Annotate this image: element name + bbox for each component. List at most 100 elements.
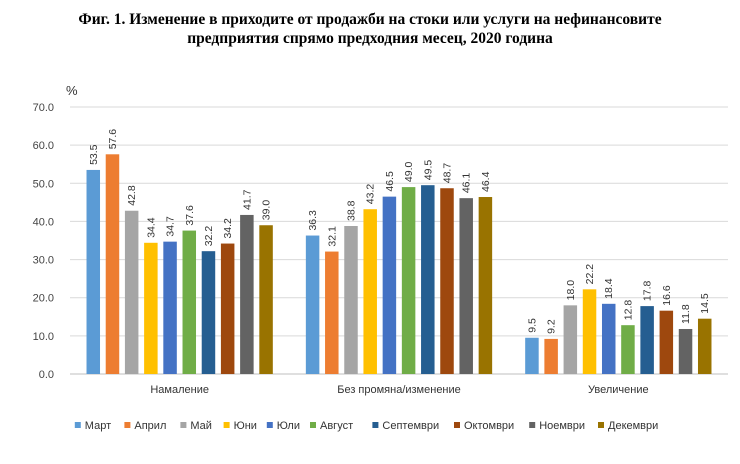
bar	[697, 318, 712, 374]
data-label: 39.0	[261, 200, 273, 221]
bar	[582, 289, 597, 374]
bar	[305, 235, 320, 374]
legend-label: Септември	[382, 420, 439, 432]
data-label: 53.5	[88, 144, 100, 165]
bar	[525, 337, 539, 374]
data-label: 42.8	[126, 185, 138, 206]
legend-label: Октомври	[464, 420, 514, 432]
bar	[124, 210, 139, 374]
data-label: 37.6	[184, 205, 196, 226]
bar	[421, 185, 435, 374]
legend-swatch	[223, 422, 230, 428]
x-category-label: Без промяна/изменение	[337, 384, 461, 396]
data-label: 49.0	[403, 162, 415, 183]
bar	[621, 325, 635, 374]
bar	[344, 226, 358, 374]
data-label: 14.5	[699, 293, 711, 314]
legend-label: Декември	[608, 420, 658, 432]
data-label: 34.7	[165, 216, 177, 237]
bar	[259, 225, 273, 374]
y-tick-label: 10.0	[33, 331, 54, 343]
data-label: 57.6	[107, 129, 119, 150]
data-labels: 53.5 57.6 42.8 34.4 34.7 37.6 32.2 34.2 41.7 39.0…	[88, 129, 711, 334]
data-label: 9.5	[526, 318, 538, 333]
bar	[459, 198, 473, 374]
y-tick-label: 0.0	[39, 369, 54, 381]
data-label: 34.4	[145, 217, 157, 238]
legend-swatch	[310, 422, 316, 428]
bar	[601, 303, 616, 374]
data-label: 46.1	[461, 173, 473, 194]
legend-label: Май	[190, 420, 212, 432]
data-label: 38.8	[346, 200, 358, 221]
data-label: 18.4	[603, 278, 615, 299]
bars	[86, 154, 712, 374]
data-label: 46.4	[480, 171, 492, 192]
bar	[105, 154, 120, 374]
bar	[382, 196, 397, 374]
legend-label: Юли	[277, 420, 300, 432]
y-tick-label: 40.0	[33, 216, 54, 228]
data-label: 46.5	[384, 171, 396, 192]
legend-label: Април	[134, 420, 166, 432]
x-category-label: Намаление	[150, 384, 209, 396]
chart-title-line-1: Фиг. 1. Изменение в приходите от продажб…	[78, 11, 662, 28]
legend-label: Юни	[234, 420, 257, 432]
y-tick-label: 60.0	[33, 140, 54, 152]
data-label: 49.5	[422, 160, 434, 181]
data-label: 32.2	[203, 226, 215, 247]
bar	[659, 310, 674, 374]
y-tick-label: 20.0	[33, 293, 54, 305]
bar	[325, 251, 339, 374]
legend-swatch	[598, 422, 604, 428]
bar	[163, 241, 177, 374]
bar	[678, 328, 693, 374]
bar	[182, 230, 197, 374]
legend-swatch	[124, 422, 131, 428]
data-label: 32.1	[326, 226, 338, 247]
bar	[401, 187, 416, 374]
data-label: 17.8	[642, 281, 654, 302]
bar	[363, 209, 377, 374]
chart-title-line-2: предприятия спрямо предходния месец, 202…	[187, 30, 553, 47]
legend-label: Ноември	[539, 420, 585, 432]
legend-swatch	[372, 422, 379, 428]
data-label: 16.6	[661, 285, 673, 306]
y-tick-label: 70.0	[33, 102, 54, 114]
data-label: 12.8	[622, 300, 634, 321]
legend-swatch	[266, 422, 273, 428]
legend-swatch	[180, 422, 187, 428]
y-tick-label: 50.0	[33, 178, 54, 190]
gridlines	[70, 106, 728, 375]
x-category-label: Увеличение	[588, 384, 649, 396]
data-label: 11.8	[680, 304, 692, 324]
bar	[440, 188, 454, 374]
legend-swatch	[454, 422, 460, 428]
y-axis-unit: %	[66, 83, 78, 98]
bar	[86, 169, 101, 374]
legend-swatch	[529, 422, 536, 428]
legend: Март Април Май Юни Юли Август Септември Октомвр…	[74, 420, 658, 432]
bar	[478, 197, 493, 374]
data-label: 34.2	[222, 218, 234, 239]
bar	[220, 243, 235, 374]
y-tick-label: 30.0	[33, 255, 54, 267]
data-label: 36.3	[307, 210, 319, 231]
y-axis-ticks: 0.0 10.0 20.0 30.0 40.0 50.0 60.0 70.0	[33, 102, 54, 381]
legend-label: Август	[320, 420, 353, 432]
bar	[563, 305, 578, 374]
data-label: 43.2	[365, 184, 377, 205]
bar	[544, 338, 558, 374]
bar	[144, 242, 158, 374]
x-axis-categories: Намаление Без промяна/изменение Увеличение	[150, 384, 648, 396]
chart-title: Фиг. 1. Изменение в приходите от продажб…	[0, 10, 740, 48]
data-label: 48.7	[442, 163, 454, 184]
data-label: 22.2	[584, 264, 596, 285]
bar	[201, 251, 216, 374]
data-label: 41.7	[241, 189, 253, 210]
bar	[240, 214, 254, 374]
legend-swatch	[74, 422, 81, 428]
data-label: 9.2	[546, 319, 558, 334]
bar	[640, 306, 654, 374]
